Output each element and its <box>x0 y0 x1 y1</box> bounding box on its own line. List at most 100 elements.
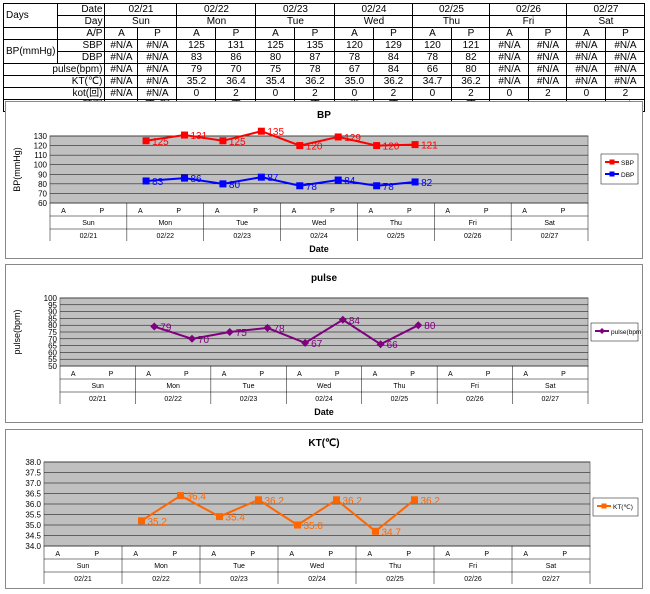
x-date-label: 02/26 <box>464 233 482 240</box>
dbp-cell: #N/A <box>528 51 568 64</box>
day-cell: Wed <box>334 15 414 28</box>
x-date-label: 02/23 <box>233 233 251 240</box>
y-tick-label: 100 <box>44 294 58 303</box>
data-label: 120 <box>306 142 323 153</box>
y-tick-label: 37.0 <box>25 479 41 488</box>
kt-cell: 36.2 <box>451 75 491 88</box>
data-point <box>301 338 310 347</box>
data-label: 82 <box>421 178 433 189</box>
legend-label: pulse(bpm) <box>611 329 642 336</box>
x-day-label: Fri <box>469 563 478 570</box>
data-label: 131 <box>191 131 208 142</box>
sbp-cell: 135 <box>294 39 336 52</box>
y-tick-label: 100 <box>34 161 48 170</box>
dbp-cell: 87 <box>294 51 336 64</box>
data-point <box>294 521 301 529</box>
x-ap-label: A <box>445 551 450 558</box>
dbp-cell: 84 <box>373 51 414 64</box>
dbp-label: DBP <box>57 51 106 64</box>
x-date-label: 02/23 <box>240 396 258 403</box>
pulse-cell: 70 <box>215 63 257 76</box>
kt-cell: 34.7 <box>412 75 453 88</box>
pulse-cell: 66 <box>412 63 453 76</box>
x-ap-label: P <box>109 371 114 378</box>
data-label: 35.2 <box>148 517 168 528</box>
x-date-label: 02/22 <box>157 233 175 240</box>
x-ap-label: A <box>211 551 216 558</box>
pulse-cell: 84 <box>373 63 414 76</box>
kt-cell: #N/A <box>566 75 607 88</box>
x-day-label: Mon <box>154 563 168 570</box>
x-ap-label: P <box>484 551 489 558</box>
kt-cell: #N/A <box>137 75 178 88</box>
data-label: 36.4 <box>187 492 207 503</box>
y-axis-label: pulse(bpm) <box>12 309 22 354</box>
x-ap-label: A <box>289 551 294 558</box>
kt-chart: KT(℃) 34.0 34.5 35.0 35.5 36.0 36.5 37.0 37.5 38.… <box>5 429 643 589</box>
x-date-label: 02/25 <box>386 576 404 583</box>
x-day-label: Sun <box>82 220 95 227</box>
y-tick-label: 36.5 <box>25 490 41 499</box>
date-cell: 02/22 <box>176 3 257 16</box>
sbp-cell: 121 <box>451 39 491 52</box>
empty-cell <box>2 27 59 40</box>
y-tick-label: 120 <box>34 142 48 151</box>
day-cell: Mon <box>176 15 257 28</box>
x-ap-label: P <box>486 371 491 378</box>
data-label: 84 <box>344 176 356 187</box>
y-tick-label: 35.0 <box>25 521 41 530</box>
data-label: 80 <box>229 180 241 191</box>
y-tick-label: 70 <box>48 335 57 344</box>
x-ap-label: P <box>335 371 340 378</box>
y-tick-label: 70 <box>38 189 47 198</box>
legend-box <box>600 153 639 185</box>
kt-cell: #N/A <box>528 75 568 88</box>
kt-cell: #N/A <box>489 75 530 88</box>
data-label: 125 <box>152 137 169 148</box>
day-cell: Tue <box>255 15 336 28</box>
ap-cell: A <box>255 27 296 40</box>
table-row-ap: A/P A P A P A P A P A P A P A P <box>2 27 646 40</box>
legend-marker <box>609 171 615 177</box>
legend-marker <box>609 159 615 165</box>
data-label: 84 <box>349 316 361 327</box>
x-date-label: 02/22 <box>152 576 170 583</box>
kot-cell: 0 <box>334 87 375 100</box>
table-row-pulse: pulse(bpm) #N/A #N/A 79 70 75 78 67 84 66 80 #N/A #N… <box>2 63 646 76</box>
sbp-cell: #N/A <box>605 39 646 52</box>
data-label: 36.2 <box>343 496 363 507</box>
x-ap-label: P <box>484 208 489 215</box>
data-label: 67 <box>311 339 323 350</box>
x-ap-label: P <box>561 371 566 378</box>
pulse-cell: 79 <box>176 63 217 76</box>
pulse-cell: 67 <box>334 63 375 76</box>
data-point <box>373 142 381 150</box>
data-label: 120 <box>383 142 400 153</box>
ap-label: A/P <box>57 27 106 40</box>
x-day-label: Wed <box>312 220 326 227</box>
data-label: 35.0 <box>304 521 324 532</box>
series-line-kt- <box>140 494 416 533</box>
x-date-label: 02/27 <box>542 396 560 403</box>
sbp-cell: #N/A <box>137 39 178 52</box>
x-ap-label: A <box>222 371 227 378</box>
y-tick-label: 55 <box>48 355 57 364</box>
date-label: Date <box>57 3 106 16</box>
legend-box <box>590 322 639 342</box>
x-day-label: Sat <box>544 220 555 227</box>
data-label: 70 <box>198 335 210 346</box>
data-point <box>333 496 340 504</box>
x-ap-label: P <box>259 371 264 378</box>
x-date-label: 02/25 <box>387 233 405 240</box>
data-point <box>225 328 234 336</box>
x-ap-label: A <box>138 208 143 215</box>
dbp-cell: #N/A <box>566 51 607 64</box>
x-day-label: Fri <box>471 383 480 390</box>
data-point <box>219 180 227 188</box>
pulse-chart: pulse 50 55 60 65 70 75 80 85 90 95 100 pulse(bpm) A P… <box>5 264 644 423</box>
x-ap-label: P <box>330 208 335 215</box>
y-tick-label: 90 <box>38 170 47 179</box>
kt-cell: 35.2 <box>176 75 217 88</box>
kt-cell: 36.4 <box>215 75 257 88</box>
